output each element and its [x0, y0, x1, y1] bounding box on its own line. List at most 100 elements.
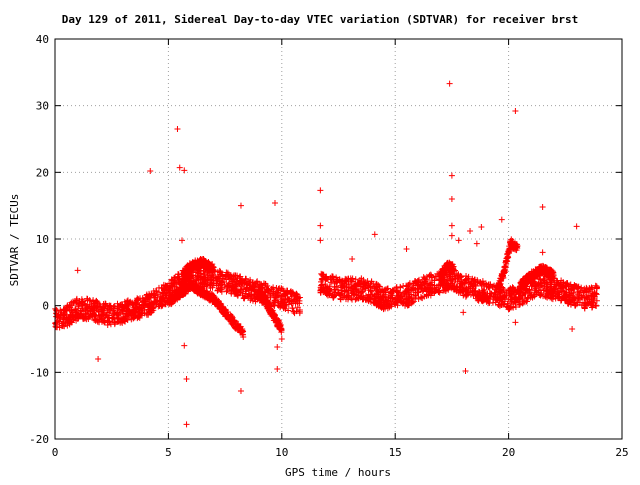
data-point [459, 282, 466, 289]
data-point [337, 291, 344, 298]
data-point [58, 323, 65, 330]
data-point [527, 294, 534, 301]
outlier-point [462, 368, 469, 374]
data-point [341, 288, 348, 295]
data-point [158, 301, 165, 308]
data-point [210, 292, 217, 299]
data-point [514, 243, 521, 250]
data-point [402, 287, 409, 294]
data-point [105, 315, 112, 322]
data-point [421, 285, 428, 292]
data-point [317, 284, 324, 291]
data-point [463, 277, 470, 284]
data-point [475, 288, 482, 295]
data-point [549, 268, 556, 275]
data-point [55, 311, 62, 318]
data-layer [52, 80, 600, 428]
data-point [278, 326, 285, 333]
data-point [410, 280, 417, 287]
outlier-point [181, 342, 188, 349]
data-point [159, 290, 166, 297]
data-point [376, 287, 383, 294]
data-point [375, 282, 382, 289]
outlier-point [448, 222, 455, 229]
data-point [141, 310, 148, 317]
data-point [504, 303, 511, 310]
data-point [535, 287, 542, 294]
data-point [508, 296, 515, 303]
data-point [193, 276, 200, 283]
axis-layer: 0 5 10 15 20 25 -20 -10 0 10 20 30 40 [29, 33, 629, 459]
data-point [147, 292, 154, 299]
data-point [225, 271, 232, 278]
data-point [249, 297, 256, 304]
data-point [548, 281, 555, 288]
outlier-point [176, 164, 183, 171]
data-point [73, 317, 80, 324]
outlier-point [95, 356, 102, 362]
data-point [463, 292, 470, 299]
data-point [493, 291, 500, 298]
data-point [395, 289, 402, 296]
data-point [512, 304, 519, 311]
data-point [214, 275, 221, 282]
data-point [73, 297, 80, 304]
data-point [163, 284, 170, 291]
data-point [528, 283, 535, 290]
data-point [124, 298, 131, 305]
x-tick-label: 5 [165, 446, 172, 459]
data-point [587, 286, 594, 293]
data-point [462, 276, 469, 283]
data-point [552, 286, 559, 293]
data-point [426, 288, 433, 295]
data-point [343, 277, 350, 284]
data-point [233, 283, 240, 290]
data-point [291, 296, 298, 303]
data-point [98, 316, 105, 323]
plot-frame [54, 38, 623, 440]
data-point [150, 307, 157, 314]
data-point [568, 301, 575, 308]
data-point [286, 297, 293, 304]
data-point [393, 284, 400, 291]
y-tick-label: 30 [36, 100, 49, 113]
data-point [519, 300, 526, 307]
data-point [472, 291, 479, 298]
y-tick-label: -20 [29, 433, 49, 446]
data-point [468, 277, 475, 284]
data-point [70, 300, 77, 307]
data-point [274, 290, 281, 297]
y-tick-label: -10 [29, 366, 49, 379]
grid-layer [55, 39, 622, 439]
outlier-point [539, 204, 546, 210]
data-point [464, 289, 471, 296]
data-point [394, 296, 401, 303]
outlier-point [371, 231, 378, 238]
data-point [133, 302, 140, 309]
data-point [122, 306, 129, 313]
data-point [413, 279, 420, 286]
data-point [221, 282, 228, 289]
data-point [555, 293, 562, 300]
data-point [425, 292, 432, 299]
data-point [115, 314, 122, 321]
y-tick-label: 10 [36, 233, 49, 246]
data-point [474, 279, 481, 286]
data-point [331, 280, 338, 287]
data-point [334, 279, 341, 286]
data-point [376, 283, 383, 290]
data-point [94, 318, 101, 325]
data-point [330, 293, 337, 300]
data-point [384, 297, 391, 304]
data-point [288, 300, 295, 307]
data-point [329, 273, 336, 280]
data-point [293, 290, 300, 297]
x-tick-label: 0 [52, 446, 59, 459]
data-point [427, 271, 434, 278]
data-point [86, 303, 93, 310]
data-point [384, 285, 391, 292]
data-point [234, 291, 241, 298]
data-point [78, 308, 85, 315]
outlier-point [58, 312, 65, 319]
